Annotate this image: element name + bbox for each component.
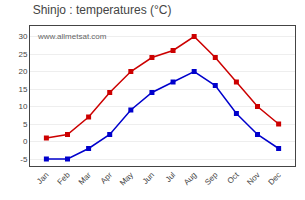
svg-text:20: 20 [18,67,27,76]
svg-text:Jun: Jun [141,170,156,185]
svg-text:www.allmetsat.com: www.allmetsat.com [37,32,107,41]
svg-text:Jul: Jul [164,170,178,184]
svg-text:30: 30 [18,32,27,41]
svg-text:0: 0 [23,137,28,146]
svg-text:Feb: Feb [56,170,73,187]
svg-text:25: 25 [18,50,27,59]
svg-text:15: 15 [18,85,27,94]
svg-text:Apr: Apr [99,170,114,185]
svg-text:Nov: Nov [245,170,261,186]
svg-text:Aug: Aug [182,170,198,186]
svg-text:May: May [118,170,135,187]
svg-text:5: 5 [23,120,28,129]
svg-text:Mar: Mar [77,170,93,186]
svg-text:-5: -5 [20,155,28,164]
svg-text:Jan: Jan [35,170,50,185]
svg-text:Oct: Oct [225,170,241,186]
svg-text:Sep: Sep [203,170,220,187]
svg-text:Shinjo : temperatures (°C): Shinjo : temperatures (°C) [33,3,172,17]
svg-text:Dec: Dec [266,170,282,186]
svg-text:10: 10 [18,102,27,111]
